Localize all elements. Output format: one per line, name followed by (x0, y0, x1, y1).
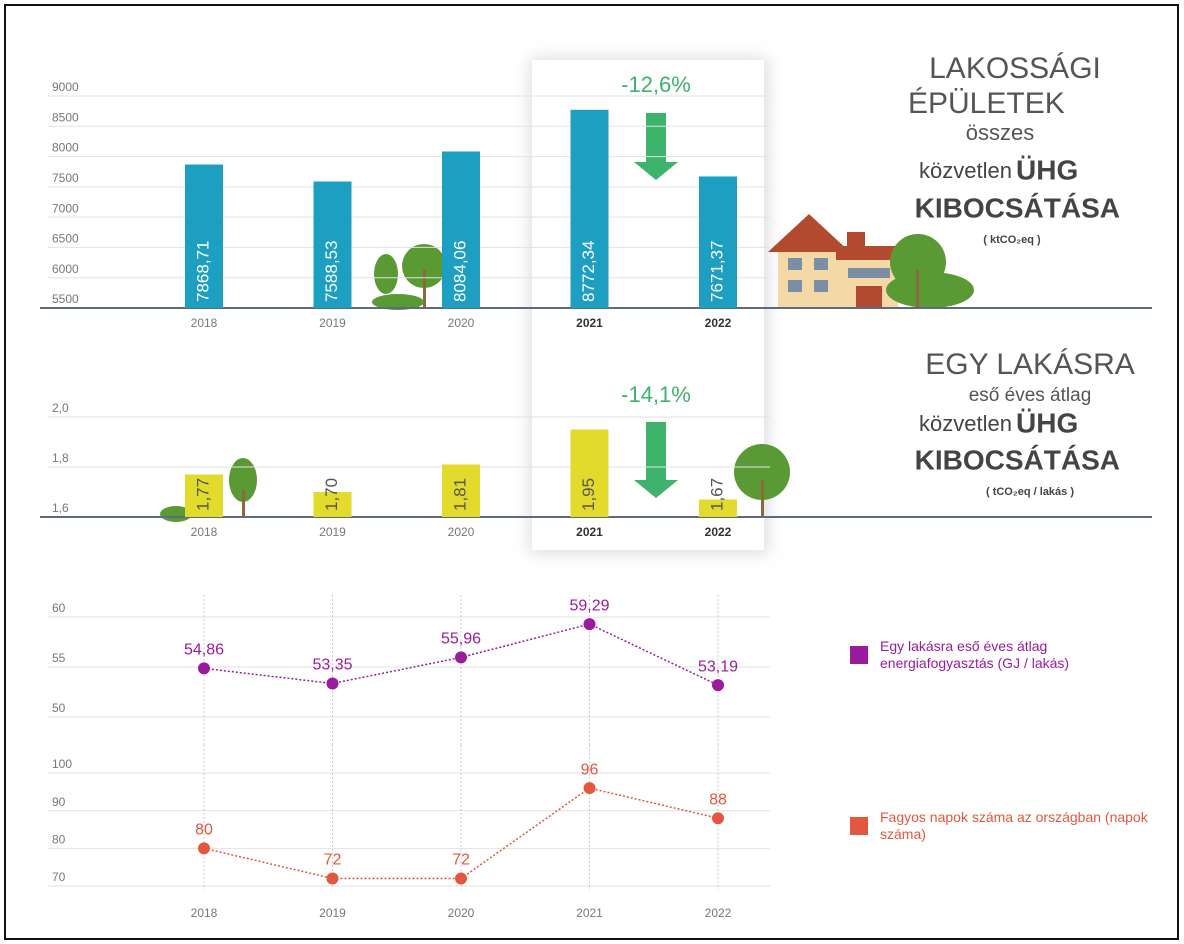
bar (313, 492, 352, 517)
y-tick-label: 9000 (52, 80, 79, 94)
unit: ( tCO₂eq / lakás ) (986, 486, 1074, 498)
title-line: összes (966, 120, 1034, 145)
x-tick-label: 2018 (191, 316, 218, 330)
title-line: LAKOSSÁGI (929, 52, 1101, 85)
y-tick-label: 90 (52, 795, 66, 809)
bar (570, 109, 609, 308)
title-line: EGY LAKÁSRA (925, 348, 1135, 381)
y-tick-label: 6500 (52, 232, 79, 246)
value-label: 7671,37 (707, 241, 726, 302)
x-tick-label: 2022 (705, 906, 732, 920)
house (768, 214, 902, 308)
x-tick-label: 2020 (448, 316, 475, 330)
title-line: közvetlen (919, 411, 1012, 436)
point (455, 651, 467, 664)
point (712, 812, 724, 825)
bar (442, 151, 480, 308)
value-label: 1,95 (579, 478, 598, 511)
x-tick-label: 2021 (576, 906, 603, 920)
point (326, 677, 339, 690)
value-label: 54,86 (184, 642, 224, 659)
value-label: 53,35 (312, 657, 352, 674)
x-tick-label: 2020 (448, 525, 475, 539)
x-tick-label: 2021 (576, 525, 603, 539)
x-tick-label: 2022 (705, 525, 732, 539)
value-label: 88 (709, 791, 727, 808)
point (455, 872, 467, 885)
point (583, 618, 596, 631)
title-line: KIBOCSÁTÁSA (915, 444, 1120, 475)
value-label: 72 (324, 852, 342, 869)
point (326, 872, 339, 885)
value-label: 72 (452, 852, 470, 869)
value-label: 53,19 (698, 658, 738, 675)
title-line: ÜHG (1016, 154, 1078, 185)
title-line: KIBOCSÁTÁSA (915, 192, 1120, 223)
bar (699, 176, 737, 308)
bar (699, 499, 737, 517)
value-label: 80 (195, 822, 213, 839)
y-tick-label: 6000 (52, 262, 79, 276)
legend-label: Egy lakásra eső éves átlag energiafogyas… (880, 638, 1070, 671)
y-tick-label: 50 (52, 701, 66, 715)
legend-swatch (850, 817, 868, 835)
x-tick-label: 2019 (319, 906, 346, 920)
y-tick-label: 70 (52, 870, 66, 884)
x-tick-label: 2021 (576, 316, 603, 330)
y-tick-label: 7500 (52, 171, 79, 185)
y-tick-label: 100 (52, 757, 72, 771)
bar (570, 429, 609, 517)
value-label: 8772,34 (579, 241, 598, 302)
legend-label: Fagyos napok száma az országban (napok s… (880, 809, 1148, 842)
value-label: 8084,06 (450, 241, 469, 302)
value-label: 1,70 (322, 478, 341, 511)
bar (442, 464, 480, 517)
y-tick-label: 2,0 (52, 401, 69, 415)
title-line: ÉPÜLETEK (908, 87, 1065, 120)
annotation: -12,6% (621, 72, 691, 97)
title-line: eső éves átlag (969, 385, 1092, 406)
point (583, 782, 596, 795)
title-line: ÜHG (1016, 407, 1078, 438)
unit: ( ktCO₂eq ) (983, 234, 1041, 246)
point (712, 679, 724, 692)
value-label: 1,67 (707, 478, 726, 511)
x-tick-label: 2019 (319, 316, 346, 330)
title-line: közvetlen (919, 158, 1012, 183)
x-tick-label: 2022 (705, 316, 732, 330)
y-tick-label: 80 (52, 833, 66, 847)
value-label: 7868,71 (193, 241, 212, 302)
value-label: 96 (581, 761, 599, 778)
y-tick-label: 55 (52, 651, 66, 665)
bar (313, 181, 352, 308)
bar (185, 164, 223, 308)
value-label: 59,29 (569, 597, 609, 614)
y-tick-label: 5500 (52, 292, 79, 306)
x-tick-label: 2018 (191, 525, 218, 539)
y-tick-label: 7000 (52, 201, 79, 215)
point (198, 842, 210, 855)
y-tick-label: 8000 (52, 141, 79, 155)
legend-swatch (850, 646, 868, 664)
y-tick-label: 1,6 (52, 501, 69, 515)
value-label: 55,96 (441, 631, 481, 648)
value-label: 1,81 (450, 478, 469, 511)
y-tick-label: 60 (52, 601, 66, 615)
x-tick-label: 2018 (191, 906, 218, 920)
y-tick-label: 8500 (52, 110, 79, 124)
value-label: 1,77 (193, 478, 212, 511)
point (198, 662, 210, 675)
annotation: -14,1% (621, 382, 691, 407)
x-tick-label: 2020 (448, 906, 475, 920)
value-label: 7588,53 (322, 241, 341, 302)
bar (185, 474, 223, 517)
x-tick-label: 2019 (319, 525, 346, 539)
y-tick-label: 1,8 (52, 451, 69, 465)
